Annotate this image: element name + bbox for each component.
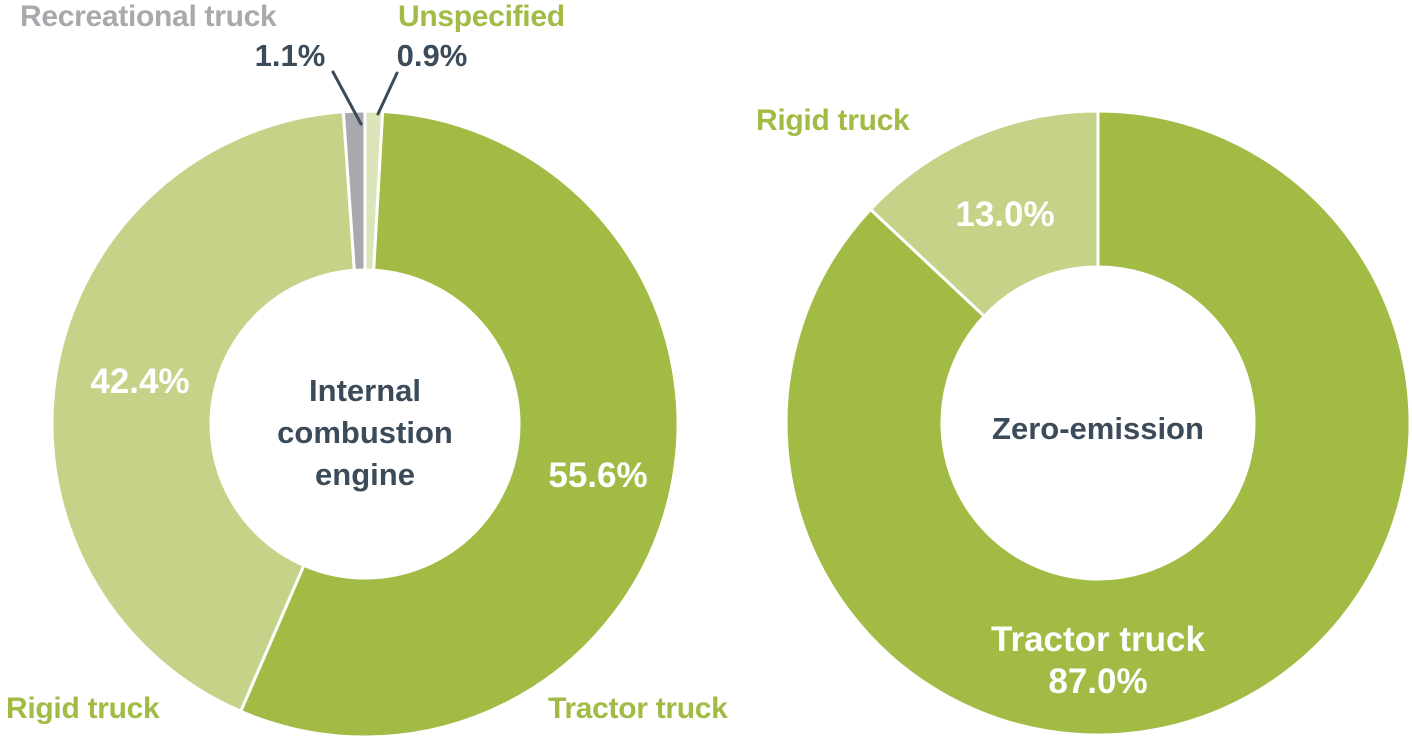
recreational-truck-percent: 1.1%	[254, 38, 326, 73]
donut-slice-recreational-truck	[341, 109, 367, 272]
tractor-truck-percent-zev: 87.0%	[1048, 662, 1148, 701]
leader-line-recreational	[331, 70, 363, 126]
slice-group	[50, 109, 680, 739]
rigid-truck-percent-zev: 13.0%	[955, 195, 1055, 234]
tractor-truck-label-zev: Tractor truck	[991, 620, 1205, 659]
slice-group	[784, 109, 1412, 737]
rigid-truck-label-zev: Rigid truck	[756, 104, 910, 137]
unspecified-label: Unspecified	[398, 0, 565, 33]
zev-center-label: Zero-emission	[992, 411, 1204, 446]
donut-slice-rigid-truck	[868, 109, 1100, 319]
ice-donut-chart	[50, 70, 680, 739]
tractor-truck-percent-ice: 55.6%	[548, 456, 648, 495]
recreational-truck-label: Recreational truck	[20, 0, 277, 33]
donut-slice-rigid-truck	[50, 110, 356, 714]
rigid-truck-label-ice: Rigid truck	[6, 692, 160, 725]
donut-slice-tractor-truck	[784, 109, 1412, 737]
rigid-truck-percent-ice: 42.4%	[90, 362, 190, 401]
tractor-truck-label-ice: Tractor truck	[548, 692, 728, 725]
zev-donut-chart	[784, 109, 1412, 737]
unspecified-percent: 0.9%	[396, 38, 468, 73]
ice-center-label: Internal combustion engine	[277, 373, 453, 492]
donut-slice-tractor-truck	[238, 109, 680, 739]
leader-line-unspecified	[376, 71, 399, 116]
